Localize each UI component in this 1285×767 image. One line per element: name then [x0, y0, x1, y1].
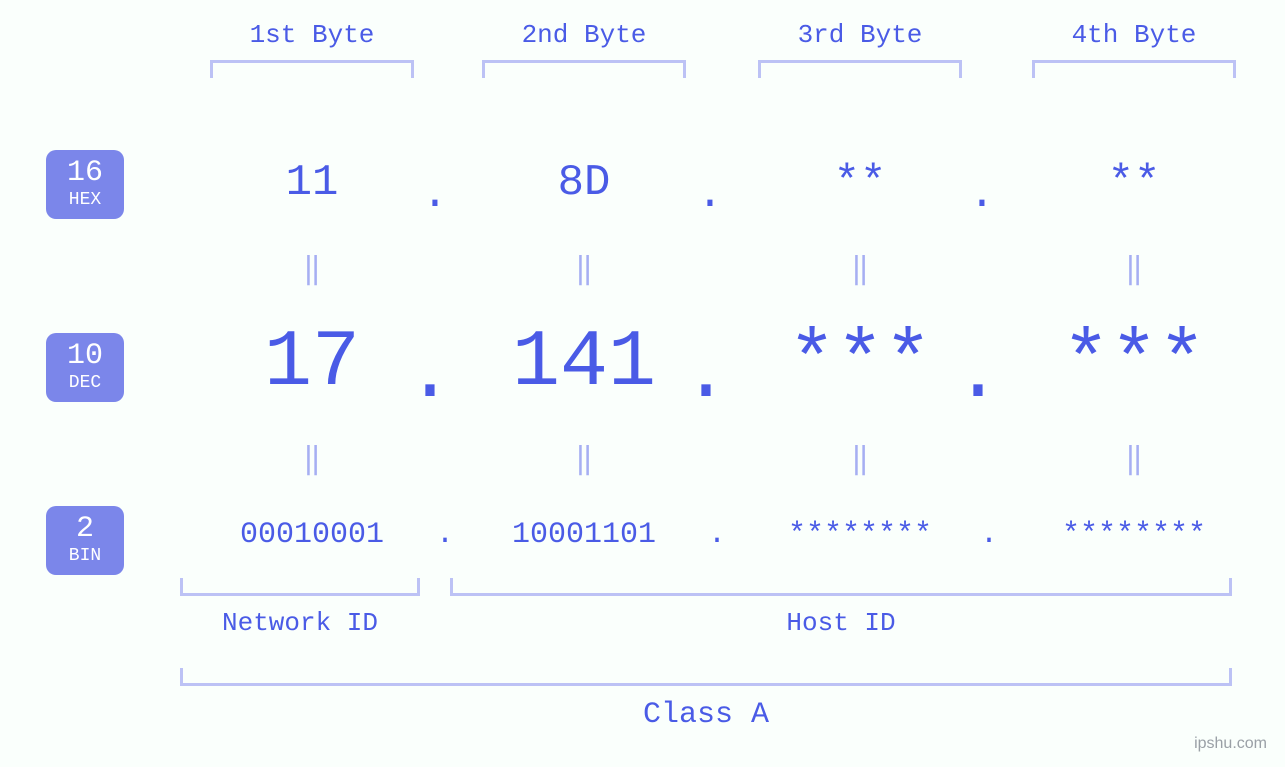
class-label: Class A: [180, 698, 1232, 732]
top-bracket-3: [758, 60, 962, 78]
hex-badge: 16 HEX: [46, 150, 124, 219]
bin-badge: 2 BIN: [46, 506, 124, 575]
hex-byte-2: 8D: [482, 158, 686, 208]
dec-dot-2: .: [676, 330, 736, 421]
hex-dot-1: .: [415, 170, 455, 220]
byte-header-1: 1st Byte: [210, 20, 414, 50]
eq-bot-4: ‖: [1114, 441, 1154, 478]
network-id-bracket: [180, 578, 420, 596]
eq-bot-2: ‖: [564, 441, 604, 478]
hex-dot-2: .: [690, 170, 730, 220]
bin-byte-2: 10001101: [460, 518, 708, 552]
bin-dot-3: .: [969, 518, 1009, 552]
hex-byte-3: **: [758, 158, 962, 208]
hex-dot-3: .: [962, 170, 1002, 220]
byte-header-3: 3rd Byte: [758, 20, 962, 50]
bin-dot-2: .: [697, 518, 737, 552]
eq-top-2: ‖: [564, 251, 604, 288]
network-id-label: Network ID: [180, 608, 420, 638]
bin-dot-1: .: [425, 518, 465, 552]
hex-byte-1: 11: [210, 158, 414, 208]
dec-byte-4: ***: [1010, 318, 1258, 409]
bin-byte-4: ********: [1010, 518, 1258, 552]
bin-byte-3: ********: [736, 518, 984, 552]
byte-header-4: 4th Byte: [1032, 20, 1236, 50]
dec-byte-3: ***: [736, 318, 984, 409]
dec-dot-3: .: [948, 330, 1008, 421]
dec-byte-2: 141: [460, 318, 708, 409]
top-bracket-2: [482, 60, 686, 78]
dec-dot-1: .: [400, 330, 460, 421]
class-bracket: [180, 668, 1232, 686]
top-bracket-4: [1032, 60, 1236, 78]
eq-top-4: ‖: [1114, 251, 1154, 288]
watermark: ipshu.com: [1194, 735, 1267, 753]
eq-top-1: ‖: [292, 251, 332, 288]
ip-diagram: 1st Byte 2nd Byte 3rd Byte 4th Byte 16 H…: [0, 0, 1285, 767]
host-id-bracket: [450, 578, 1232, 596]
byte-header-2: 2nd Byte: [482, 20, 686, 50]
top-bracket-1: [210, 60, 414, 78]
eq-bot-1: ‖: [292, 441, 332, 478]
dec-byte-1: 17: [188, 318, 436, 409]
eq-bot-3: ‖: [840, 441, 880, 478]
bin-byte-1: 00010001: [188, 518, 436, 552]
host-id-label: Host ID: [450, 608, 1232, 638]
dec-badge: 10 DEC: [46, 333, 124, 402]
hex-byte-4: **: [1032, 158, 1236, 208]
eq-top-3: ‖: [840, 251, 880, 288]
